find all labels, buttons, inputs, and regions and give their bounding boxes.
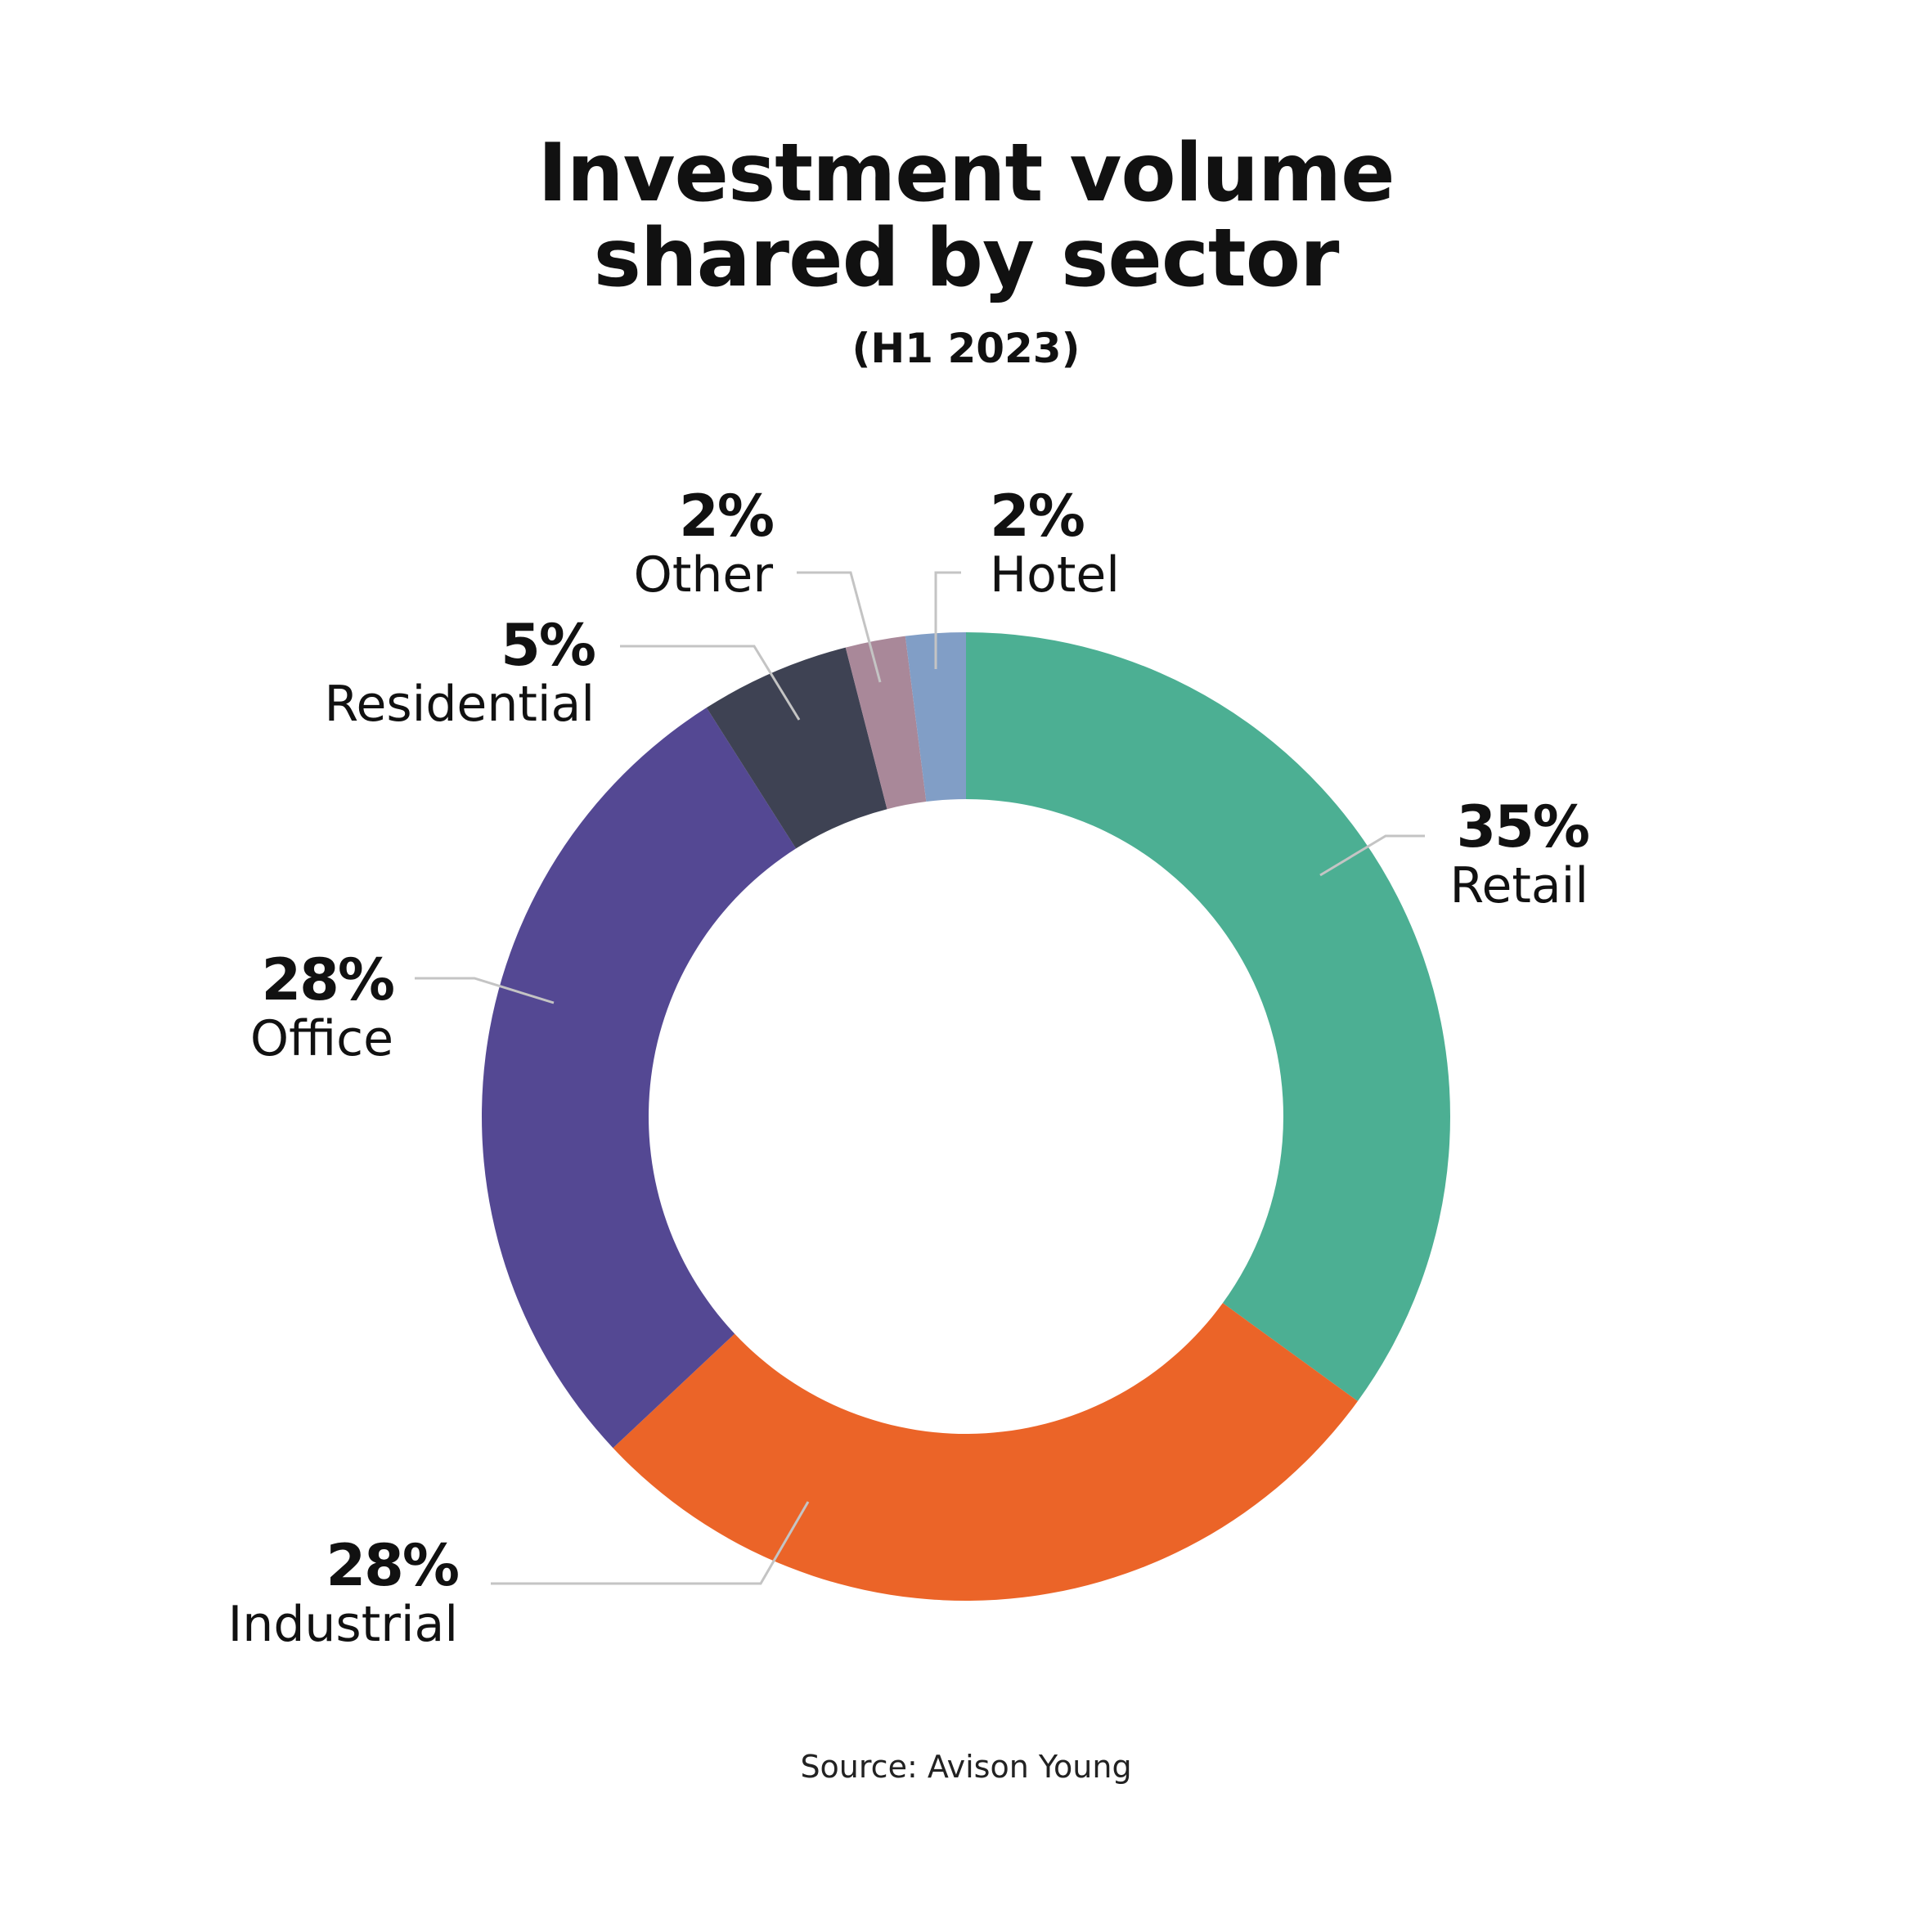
slice-office [482,708,797,1449]
leader-line-residential [620,645,801,721]
data-label-industrial: 28% [326,1532,458,1599]
category-label-other: Other [634,546,774,604]
donut-slices [482,632,1450,1601]
slice-other [845,636,927,810]
category-label-residential: Residential [325,676,595,733]
leader-line-office [415,977,555,1004]
slice-residential [706,647,887,849]
slice-retail [966,632,1450,1401]
category-label-industrial: Industrial [228,1596,458,1653]
data-label-hotel: 2% [990,483,1084,550]
leader-line-industrial [491,1501,810,1585]
chart-title-line-2: shared by sector [593,212,1340,305]
data-label-retail: 35% [1456,793,1588,860]
slice-hotel [905,632,966,802]
category-label-office: Office [250,1010,393,1067]
slice-labels: 35%Retail28%Industrial28%Office5%Residen… [228,483,1590,1653]
data-label-other: 2% [679,483,773,550]
category-label-retail: Retail [1449,857,1588,914]
chart-title: Investment volume shared by sector [0,131,1932,301]
source-note: Source: Avison Young [800,1749,1132,1785]
data-label-residential: 5% [501,612,595,679]
leader-line-retail [1319,834,1425,877]
category-label-hotel: Hotel [990,546,1120,604]
leader-line-other [797,571,882,683]
chart-subtitle: (H1 2023) [851,325,1081,372]
leader-line-hotel [934,571,961,669]
leader-lines [415,571,1425,1585]
data-label-office: 28% [261,946,393,1013]
chart-title-line-1: Investment volume [537,127,1395,220]
slice-industrial [613,1303,1358,1601]
